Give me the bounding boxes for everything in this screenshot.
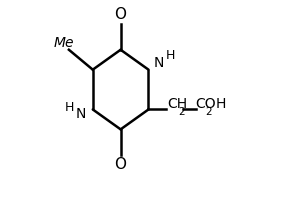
- Text: O: O: [115, 7, 127, 22]
- Text: H: H: [166, 49, 175, 62]
- Text: 2: 2: [178, 107, 185, 117]
- Text: O: O: [115, 157, 127, 172]
- Text: CO: CO: [195, 98, 216, 111]
- Text: H: H: [64, 101, 74, 114]
- Text: Me: Me: [54, 36, 74, 50]
- Text: H: H: [215, 98, 225, 111]
- Text: N: N: [75, 107, 86, 121]
- Text: CH: CH: [167, 98, 188, 111]
- Text: N: N: [153, 56, 164, 70]
- Text: 2: 2: [205, 107, 212, 117]
